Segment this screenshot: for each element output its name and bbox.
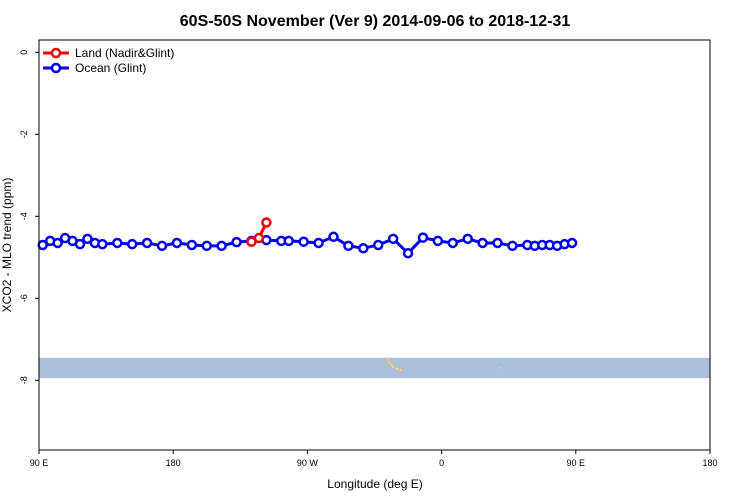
data-point <box>358 243 369 254</box>
data-point <box>328 231 339 243</box>
data-point <box>97 238 108 250</box>
map-land-speck <box>388 360 391 364</box>
map-land-speck <box>498 366 501 369</box>
x-tick-label: 180 <box>702 458 717 468</box>
data-point <box>261 217 272 228</box>
data-point <box>74 238 86 250</box>
x-tick-label: 90 W <box>297 458 319 468</box>
map-land-speck <box>391 365 395 369</box>
data-point <box>216 240 227 252</box>
data-point <box>447 237 459 249</box>
data-point <box>313 237 324 249</box>
data-point <box>566 237 578 249</box>
x-tick-label: 90 E <box>30 458 49 468</box>
data-point <box>186 239 198 251</box>
map-land-speck <box>386 358 389 362</box>
legend-item-ocean-glint: Ocean (Glint) <box>43 61 146 75</box>
y-tick-label: 0 <box>19 50 29 55</box>
map-land <box>386 358 501 372</box>
data-point <box>171 237 183 249</box>
map-land-speck <box>389 363 393 367</box>
legend-label: Ocean (Glint) <box>75 61 146 75</box>
legend-swatch-marker <box>50 47 62 59</box>
plot-frame <box>38 39 711 451</box>
data-point <box>402 247 414 259</box>
legend-item-land-nadir-glint: Land (Nadir&Glint) <box>43 46 174 60</box>
data-point <box>253 232 265 244</box>
data-point <box>432 235 444 247</box>
y-tick-label: -4 <box>19 212 29 220</box>
data-point <box>283 235 295 247</box>
data-point <box>126 238 138 250</box>
x-ticks: 90 E 180 90 W 0 90 E 180 <box>30 450 718 468</box>
legend-label: Land (Nadir&Glint) <box>75 46 174 60</box>
data-point <box>112 237 123 249</box>
data-point <box>201 240 212 252</box>
data-point <box>82 233 93 245</box>
map-land-speck <box>399 368 402 372</box>
y-tick-label: -2 <box>19 130 29 138</box>
data-point <box>141 237 153 249</box>
data-point <box>156 240 168 252</box>
x-tick-label: 90 E <box>567 458 586 468</box>
map-ocean-band <box>39 357 710 379</box>
map-strip <box>39 357 710 379</box>
x-tick-label: 0 <box>439 458 444 468</box>
data-point <box>462 233 473 245</box>
y-ticks: 0 -2 -4 -6 -8 <box>19 50 39 384</box>
legend: Land (Nadir&Glint)Ocean (Glint) <box>43 46 174 75</box>
data-point <box>507 240 518 252</box>
legend-swatch-marker <box>50 62 62 74</box>
y-axis-label: XCO2 - MLO trend (ppm) <box>0 178 14 313</box>
chart-title: 60S-50S November (Ver 9) 2014-09-06 to 2… <box>180 13 571 30</box>
data-point <box>298 236 309 247</box>
y-tick-label: -8 <box>19 376 29 384</box>
data-point <box>231 236 242 248</box>
data-point <box>387 233 399 245</box>
data-point <box>343 240 354 252</box>
series-layer <box>37 217 578 259</box>
series-ocean-glint <box>37 231 578 259</box>
data-point <box>372 239 384 251</box>
data-point <box>477 237 488 249</box>
data-point <box>492 237 503 249</box>
map-land-speck <box>395 367 399 371</box>
data-point <box>417 232 429 243</box>
x-tick-label: 180 <box>166 458 181 468</box>
y-tick-label: -6 <box>19 294 29 302</box>
data-point <box>52 237 63 249</box>
series-land-nadir-glint <box>246 217 272 247</box>
x-axis-label: Longitude (deg E) <box>327 477 422 491</box>
